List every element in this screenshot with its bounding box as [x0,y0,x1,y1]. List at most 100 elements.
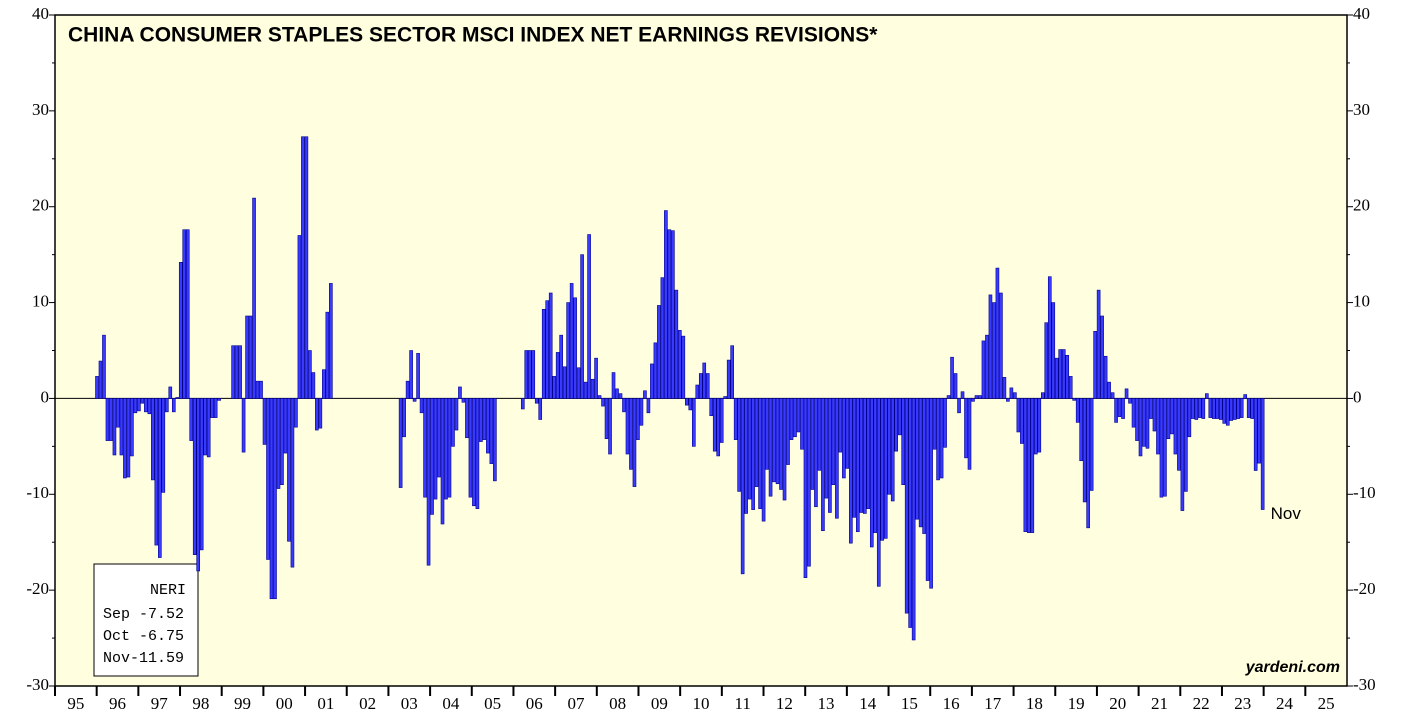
bar [437,398,441,478]
bar [657,305,661,399]
y-tick-label: -30 [26,675,49,694]
bar [712,398,717,452]
x-tick-label: 19 [1068,694,1085,713]
bar [1201,398,1206,419]
bar [719,398,724,443]
bar [524,350,529,399]
bar [1072,398,1076,401]
bar [119,398,124,456]
bar [168,386,173,399]
bar [1236,398,1241,419]
y2-tick-label: 0 [1353,387,1362,406]
bar [569,283,574,399]
bar [493,398,497,482]
y2-tick-label: 40 [1353,4,1370,23]
box-line: Sep -7.52 [103,606,184,623]
bar [842,398,846,479]
x-tick-label: 00 [276,694,293,713]
bar [629,398,633,470]
bar [726,359,731,399]
x-tick-label: 09 [651,694,668,713]
bar [1212,398,1216,419]
bar [1002,377,1007,399]
bar [604,398,609,439]
bar [318,398,323,429]
bar [583,381,588,399]
bar [716,398,721,457]
bar [688,398,693,411]
x-tick-label: 10 [693,694,710,713]
bar [451,398,455,447]
bar [695,384,700,399]
bar [911,398,916,641]
bar [1229,398,1234,421]
y-tick-label: -10 [26,483,49,502]
bar [398,398,403,488]
bar [283,398,288,454]
bar [590,378,595,399]
bar [444,398,448,500]
bar [311,372,316,399]
box-line: Nov-11.59 [103,650,184,667]
bar [852,398,857,518]
last-label: Nov [1271,504,1302,523]
box-line: Oct -6.75 [103,628,184,645]
x-tick-label: 96 [109,694,126,713]
bar [245,315,249,399]
bar [185,229,190,399]
bar [178,262,183,399]
bar [315,398,319,431]
box-title: NERI [150,582,186,599]
bar [329,283,333,399]
bar [196,398,201,572]
bar [262,398,267,445]
bar [154,398,159,546]
bar [161,398,166,493]
bar [800,398,804,450]
legend-box [93,563,199,677]
bar [482,398,487,440]
bar [479,398,483,442]
bar [866,398,871,509]
bar [1006,398,1010,402]
bar [1250,398,1254,419]
bar [705,373,710,399]
bar [1082,398,1087,503]
x-tick-label: 25 [1318,694,1335,713]
bar [660,277,665,399]
bar [133,398,138,414]
bar [636,398,640,440]
x-tick-label: 23 [1234,694,1251,713]
bar [1257,398,1261,464]
x-tick-label: 21 [1151,694,1168,713]
bar [667,229,672,399]
bar [555,352,560,399]
y-tick-label: 20 [32,196,49,215]
bar [562,366,567,399]
x-tick-label: 13 [818,694,835,713]
bar [646,398,651,414]
x-tick-label: 16 [943,694,960,713]
bar [405,380,410,399]
bar [1044,322,1049,399]
bar [939,398,944,479]
bar [273,398,277,600]
bar [472,398,476,507]
bar [615,388,619,399]
bar [845,398,850,469]
bar [775,398,780,485]
bar [1047,276,1052,399]
bar [1260,398,1265,510]
bar [1177,398,1181,471]
bar [98,360,103,399]
bar [290,398,295,568]
bar [807,398,811,567]
bar [1191,398,1195,419]
bar [957,398,961,414]
bar [123,398,127,479]
bar [831,398,836,485]
bar [1058,349,1063,399]
bar [925,398,930,581]
bar [702,362,707,399]
bar [960,391,965,399]
